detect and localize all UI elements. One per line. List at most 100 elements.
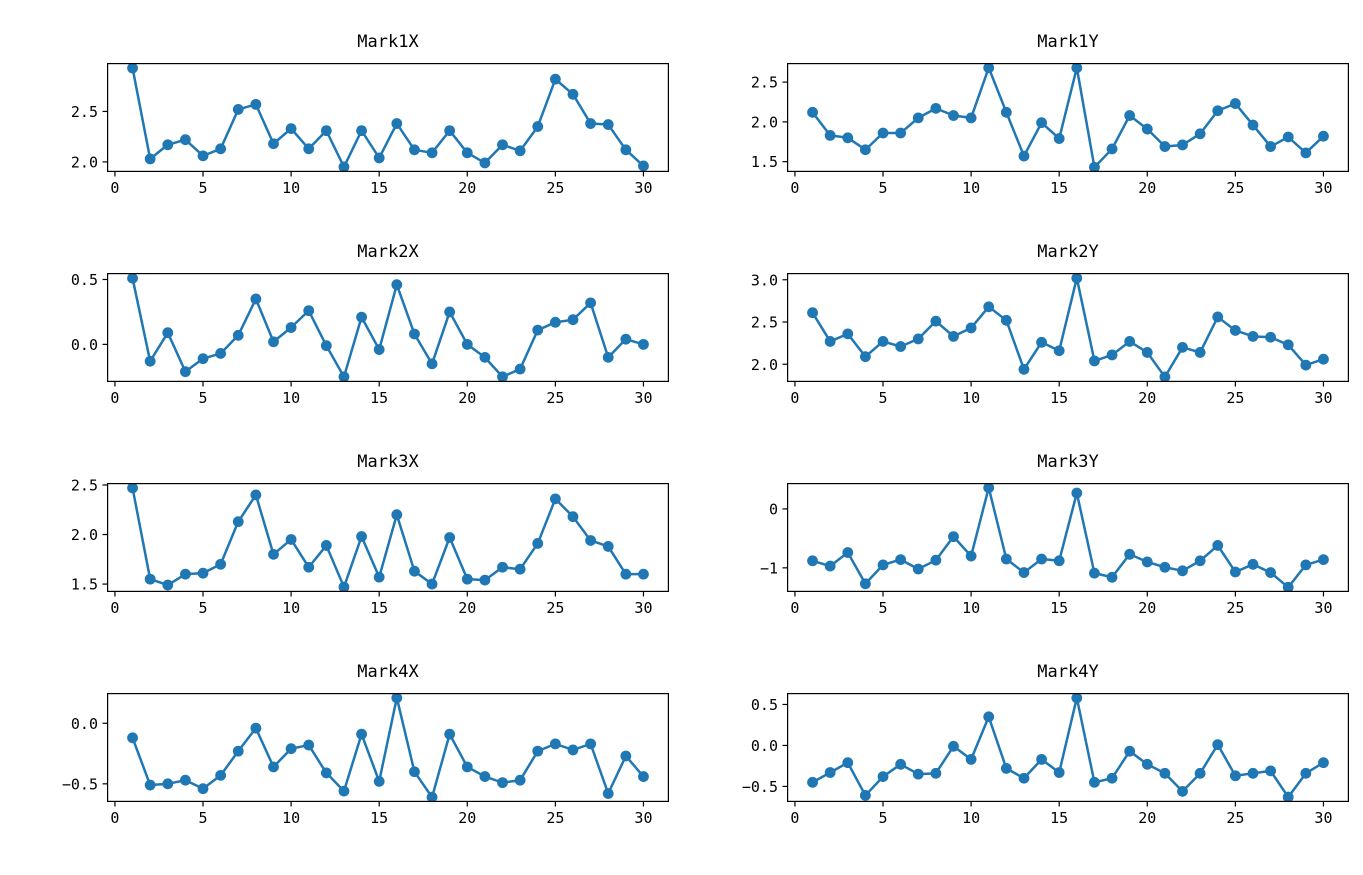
data-point-marker <box>1177 139 1188 151</box>
data-point-marker <box>877 127 889 139</box>
axes-frame <box>787 483 1349 593</box>
chart-title: Mark3Y <box>1037 452 1099 472</box>
data-point-marker <box>638 160 649 172</box>
x-tick-label: 0 <box>110 179 119 197</box>
data-point-marker <box>1194 767 1206 779</box>
x-tick-label: 15 <box>370 809 388 827</box>
data-point-marker <box>303 739 315 751</box>
data-point-marker <box>638 568 649 580</box>
data-point-marker <box>1053 345 1065 357</box>
data-point-marker <box>1265 141 1276 152</box>
x-tick-label: 15 <box>370 599 388 617</box>
data-point-marker <box>1106 349 1118 361</box>
subplot-mark1y: Mark1Y 0 5 10 15 20 25 30 2.5 2.0 1.5 <box>751 32 1349 197</box>
x-tick-label: 15 <box>1050 179 1068 197</box>
data-point-marker <box>567 88 579 100</box>
data-point-marker <box>1212 739 1224 751</box>
data-point-marker <box>824 560 836 572</box>
data-point-marker <box>1036 553 1047 565</box>
data-point-marker <box>250 293 262 305</box>
data-point-marker <box>1265 331 1276 343</box>
line-series <box>127 63 649 172</box>
data-point-marker <box>162 778 174 790</box>
y-tick-label: 2.0 <box>751 113 778 131</box>
data-point-marker <box>1265 567 1276 578</box>
subplot-mark3y: Mark3Y 0 5 10 15 20 25 30 0 −1 <box>760 452 1349 617</box>
data-point-marker <box>1229 770 1241 782</box>
data-point-marker <box>1141 347 1153 358</box>
data-point-marker <box>391 509 403 521</box>
chart-plot-area: 0 5 10 15 20 25 30 0.5 0.0 <box>71 271 669 407</box>
y-tick-label: 0.0 <box>71 715 98 733</box>
data-point-marker <box>1124 745 1136 757</box>
data-point-marker <box>1000 106 1012 118</box>
y-tick-label: 0.5 <box>71 271 98 289</box>
data-point-marker <box>620 568 632 580</box>
data-point-marker <box>127 273 138 284</box>
data-point-marker <box>1300 767 1312 779</box>
data-point-marker <box>1071 693 1083 704</box>
x-tick-label: 25 <box>1226 179 1244 197</box>
data-point-marker <box>497 139 508 151</box>
data-point-marker <box>215 558 227 570</box>
x-tick-label: 25 <box>546 599 564 617</box>
x-tick-label: 0 <box>790 809 799 827</box>
data-point-marker <box>602 788 614 799</box>
x-tick-label: 30 <box>634 809 652 827</box>
data-point-marker <box>180 774 191 786</box>
data-point-marker <box>842 547 854 558</box>
data-point-marker <box>1300 147 1312 159</box>
data-point-marker <box>356 311 367 323</box>
x-tick-label: 5 <box>879 599 888 617</box>
data-point-marker <box>877 559 889 571</box>
data-point-marker <box>1018 567 1030 578</box>
data-point-marker <box>1071 273 1083 284</box>
chart-title: Mark4Y <box>1037 662 1099 682</box>
x-tick-label: 5 <box>199 179 208 197</box>
x-tick-label: 0 <box>110 599 119 617</box>
chart-plot-area: 0 5 10 15 20 25 30 2.5 2.0 1.5 <box>751 63 1349 197</box>
data-point-marker <box>162 579 174 591</box>
data-point-marker <box>356 531 367 542</box>
data-point-marker <box>549 316 561 328</box>
data-point-marker <box>1177 565 1188 577</box>
data-point-marker <box>373 344 385 355</box>
chart-plot-area: 0 5 10 15 20 25 30 0.0 −0.5 <box>62 693 669 827</box>
data-point-marker <box>1018 772 1030 784</box>
x-tick-label: 15 <box>370 389 388 407</box>
data-point-marker <box>585 297 596 309</box>
data-point-marker <box>983 483 995 494</box>
data-point-marker <box>1247 558 1259 570</box>
data-point-marker <box>1212 311 1224 323</box>
data-point-marker <box>1036 336 1047 348</box>
data-point-marker <box>532 324 544 336</box>
chart-title: Mark1X <box>357 32 419 52</box>
data-point-marker <box>638 338 649 350</box>
data-point-marker <box>1194 128 1206 140</box>
data-point-marker <box>338 371 350 382</box>
x-tick-label: 15 <box>1050 809 1068 827</box>
data-point-marker <box>1141 123 1153 135</box>
data-point-marker <box>1282 339 1294 351</box>
data-point-marker <box>567 314 579 326</box>
data-point-marker <box>549 738 561 750</box>
chart-plot-area: 0 5 10 15 20 25 30 2.5 2.0 <box>71 63 669 197</box>
data-point-marker <box>1318 130 1329 142</box>
data-point-marker <box>912 112 924 124</box>
data-point-marker <box>1247 119 1259 131</box>
data-point-marker <box>1018 363 1030 375</box>
data-point-marker <box>1036 753 1047 765</box>
data-point-marker <box>373 152 385 164</box>
data-point-marker <box>549 73 561 85</box>
chart-title: Mark2X <box>357 242 419 262</box>
x-tick-label: 25 <box>546 179 564 197</box>
data-point-marker <box>602 351 614 363</box>
data-point-marker <box>409 565 420 577</box>
data-point-marker <box>373 776 385 787</box>
data-point-marker <box>549 493 561 505</box>
data-point-marker <box>824 130 836 141</box>
y-tick-label: −1 <box>760 559 778 577</box>
data-point-marker <box>1036 117 1047 129</box>
data-point-marker <box>391 279 403 291</box>
data-point-marker <box>320 125 332 137</box>
